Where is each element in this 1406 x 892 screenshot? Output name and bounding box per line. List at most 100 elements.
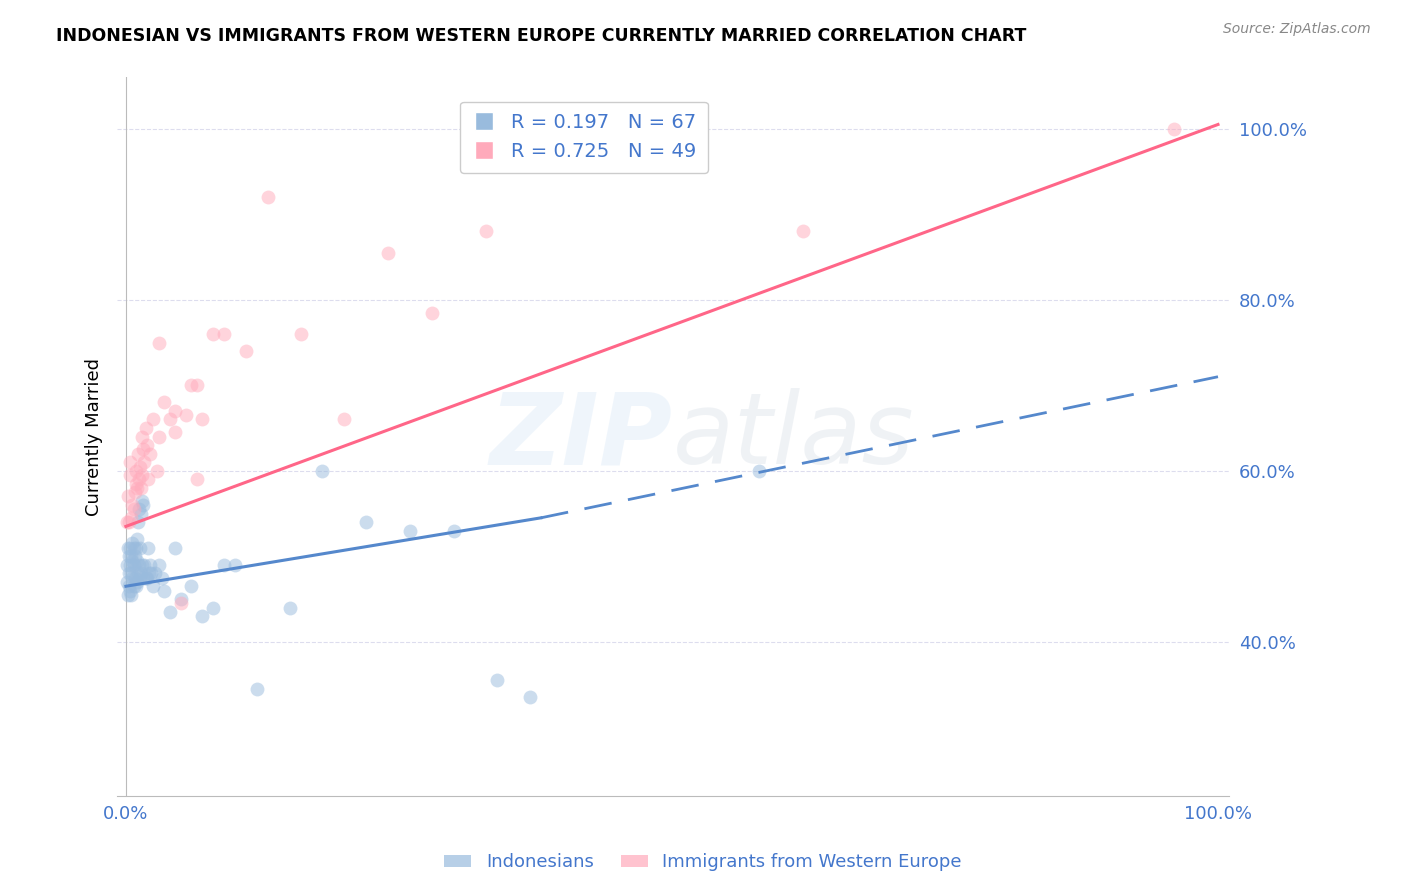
Point	[115, 574, 138, 589]
Point	[290, 326, 312, 341]
Point	[117, 588, 139, 602]
Point	[165, 404, 187, 418]
Point	[145, 566, 167, 581]
Point	[212, 558, 235, 572]
Point	[124, 485, 146, 500]
Point	[122, 558, 145, 572]
Point	[122, 502, 145, 516]
Point	[120, 455, 142, 469]
Point	[121, 536, 143, 550]
Point	[122, 579, 145, 593]
Point	[125, 533, 148, 547]
Point	[118, 515, 141, 529]
Point	[128, 558, 150, 572]
Point	[120, 549, 142, 564]
Point	[120, 558, 142, 572]
Point	[129, 459, 152, 474]
Point	[150, 571, 173, 585]
Point	[792, 224, 814, 238]
Point	[135, 421, 157, 435]
Point	[120, 541, 142, 555]
Point	[1163, 121, 1185, 136]
Point	[169, 592, 191, 607]
Point	[159, 605, 181, 619]
Point	[142, 579, 165, 593]
Text: atlas: atlas	[673, 388, 915, 485]
Point	[212, 326, 235, 341]
Point	[118, 566, 141, 581]
Point	[120, 588, 142, 602]
Point	[311, 464, 333, 478]
Point	[125, 553, 148, 567]
Point	[235, 344, 257, 359]
Point	[125, 476, 148, 491]
Point	[125, 541, 148, 555]
Point	[139, 447, 162, 461]
Point	[148, 558, 170, 572]
Point	[139, 558, 162, 572]
Y-axis label: Currently Married: Currently Married	[86, 358, 103, 516]
Point	[475, 224, 498, 238]
Point	[420, 305, 443, 319]
Point	[159, 412, 181, 426]
Point	[121, 571, 143, 585]
Point	[134, 455, 156, 469]
Point	[486, 673, 509, 688]
Point	[202, 600, 225, 615]
Point	[180, 378, 202, 392]
Point	[127, 515, 149, 529]
Point	[131, 558, 153, 572]
Point	[125, 574, 148, 589]
Point	[202, 326, 225, 341]
Point	[125, 579, 148, 593]
Point	[135, 571, 157, 585]
Point	[131, 468, 153, 483]
Point	[131, 429, 153, 443]
Point	[115, 558, 138, 572]
Legend: Indonesians, Immigrants from Western Europe: Indonesians, Immigrants from Western Eur…	[437, 847, 969, 879]
Point	[129, 566, 152, 581]
Point	[145, 464, 167, 478]
Point	[132, 571, 155, 585]
Point	[129, 481, 152, 495]
Point	[139, 566, 162, 581]
Point	[191, 412, 214, 426]
Point	[748, 464, 770, 478]
Point	[120, 468, 142, 483]
Point	[118, 549, 141, 564]
Point	[136, 541, 159, 555]
Point	[124, 549, 146, 564]
Point	[129, 541, 152, 555]
Point	[138, 566, 160, 581]
Point	[153, 395, 176, 409]
Text: ZIP: ZIP	[491, 388, 673, 485]
Point	[174, 408, 197, 422]
Point	[186, 378, 208, 392]
Point	[118, 579, 141, 593]
Point	[127, 566, 149, 581]
Point	[180, 579, 202, 593]
Point	[121, 553, 143, 567]
Point	[224, 558, 246, 572]
Point	[278, 600, 301, 615]
Point	[377, 245, 399, 260]
Point	[169, 596, 191, 610]
Point	[121, 498, 143, 512]
Point	[191, 609, 214, 624]
Point	[132, 498, 155, 512]
Point	[125, 481, 148, 495]
Point	[120, 583, 142, 598]
Point	[399, 524, 422, 538]
Point	[128, 502, 150, 516]
Point	[128, 472, 150, 486]
Point	[117, 541, 139, 555]
Point	[117, 490, 139, 504]
Point	[122, 541, 145, 555]
Text: Source: ZipAtlas.com: Source: ZipAtlas.com	[1223, 22, 1371, 37]
Point	[186, 472, 208, 486]
Point	[115, 515, 138, 529]
Point	[443, 524, 465, 538]
Point	[246, 681, 269, 696]
Point	[120, 566, 142, 581]
Point	[129, 571, 152, 585]
